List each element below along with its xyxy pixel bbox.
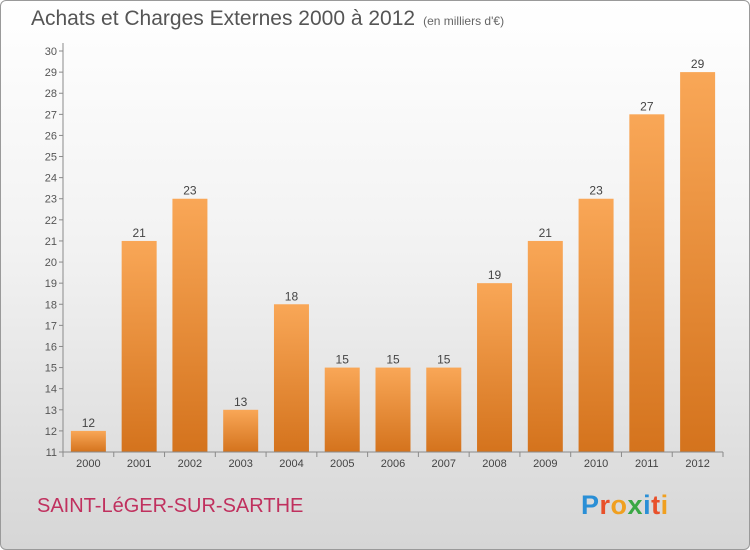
city-name: SAINT-LéGER-SUR-SARTHE — [37, 495, 304, 517]
data-label: 13 — [234, 395, 248, 409]
bar — [426, 367, 462, 452]
x-tick-label: 2000 — [76, 458, 100, 470]
data-label: 18 — [285, 289, 299, 303]
y-tick-label: 23 — [45, 194, 57, 206]
bar — [629, 114, 665, 452]
data-label: 27 — [640, 99, 654, 113]
x-tick-label: 2002 — [178, 458, 202, 470]
y-tick-label: 16 — [45, 341, 57, 353]
bar — [223, 409, 259, 452]
y-tick-label: 19 — [45, 278, 57, 290]
y-tick-label: 12 — [45, 426, 57, 438]
data-label: 15 — [386, 353, 400, 367]
x-tick-label: 2008 — [482, 458, 506, 470]
bar — [121, 240, 157, 452]
chart-title: Achats et Charges Externes 2000 à 2012 (e… — [31, 7, 505, 30]
x-tick-label: 2012 — [685, 458, 709, 470]
bar — [527, 240, 563, 452]
y-tick-label: 15 — [45, 363, 57, 375]
proxiti-logo: Proxiti — [581, 490, 669, 520]
data-label: 19 — [488, 268, 502, 282]
y-tick-label: 20 — [45, 257, 57, 269]
bar — [578, 198, 614, 452]
bar — [324, 367, 360, 452]
x-tick-label: 2003 — [228, 458, 252, 470]
data-label: 21 — [539, 226, 553, 240]
x-tick-label: 2006 — [381, 458, 405, 470]
y-tick-label: 30 — [45, 46, 57, 58]
x-tick-label: 2007 — [432, 458, 456, 470]
x-tick-label: 2001 — [127, 458, 151, 470]
data-label: 15 — [437, 353, 451, 367]
y-tick-label: 27 — [45, 109, 57, 121]
x-tick-label: 2004 — [279, 458, 303, 470]
x-tick-label: 2011 — [635, 458, 659, 470]
bar — [172, 198, 208, 452]
bar — [273, 304, 309, 452]
y-tick-label: 18 — [45, 299, 57, 311]
y-tick-label: 14 — [45, 384, 57, 396]
y-tick-label: 26 — [45, 130, 57, 142]
data-label: 21 — [132, 226, 146, 240]
y-tick-label: 29 — [45, 67, 57, 79]
bar — [477, 283, 513, 452]
data-label: 29 — [691, 57, 705, 71]
x-tick-label: 2009 — [533, 458, 557, 470]
bar — [375, 367, 411, 452]
data-label: 15 — [336, 353, 350, 367]
y-tick-label: 28 — [45, 88, 57, 100]
y-tick-label: 11 — [46, 447, 57, 459]
y-tick-label: 21 — [45, 236, 57, 248]
data-label: 23 — [589, 184, 603, 198]
chart-subtitle: (en milliers d'€) — [423, 14, 505, 28]
y-tick-label: 25 — [45, 152, 57, 164]
x-tick-label: 2005 — [330, 458, 354, 470]
data-label: 12 — [82, 416, 96, 430]
y-tick-label: 24 — [45, 173, 57, 185]
y-tick-label: 13 — [45, 405, 57, 417]
y-tick-label: 22 — [45, 215, 57, 227]
y-tick-label: 17 — [45, 320, 57, 332]
bar — [70, 430, 106, 452]
data-label: 23 — [183, 184, 197, 198]
bar — [680, 72, 716, 453]
x-tick-label: 2010 — [584, 458, 608, 470]
